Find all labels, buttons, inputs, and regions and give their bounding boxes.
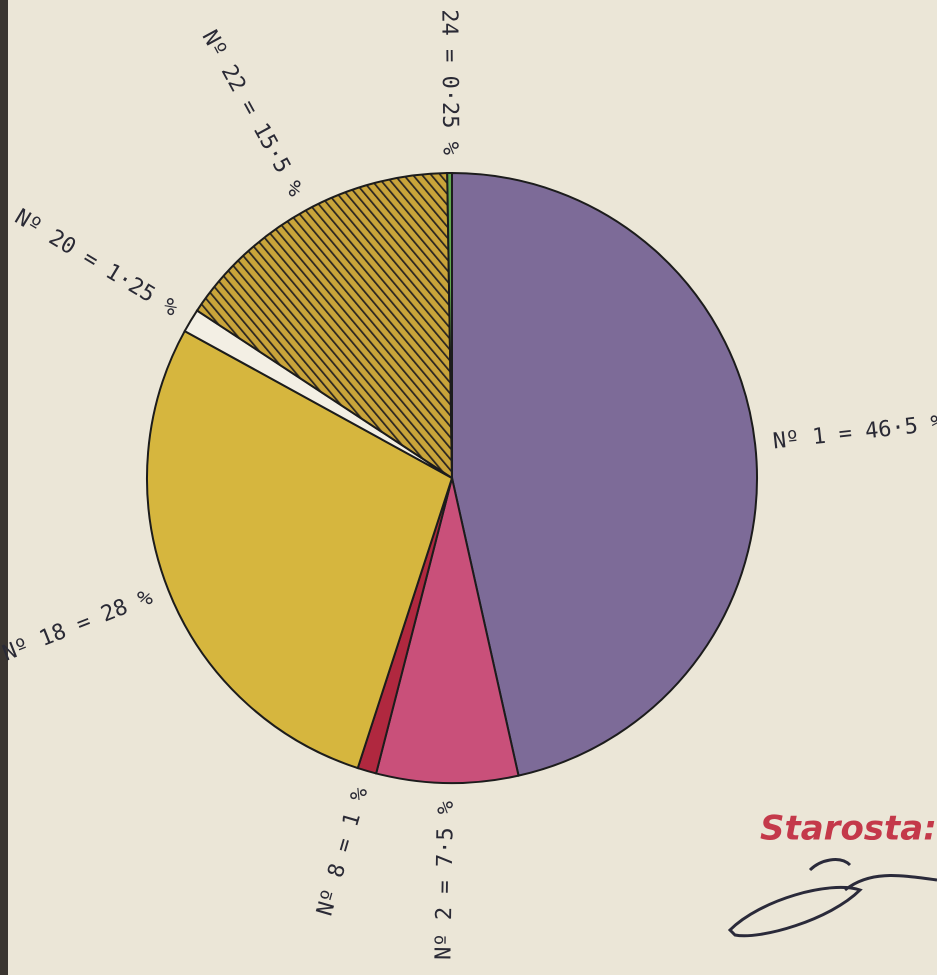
slice (374, 477, 520, 784)
slice (195, 172, 454, 480)
slice-label: Nº 24 = 0·25 % (436, 0, 462, 155)
slice (446, 171, 453, 479)
slice (146, 329, 454, 770)
annotation: Starosta: (760, 809, 937, 849)
page-edge (0, 0, 8, 975)
slice (451, 171, 758, 777)
slice-label: Nº 2 = 7·5 % (431, 801, 458, 960)
signature (727, 858, 937, 938)
